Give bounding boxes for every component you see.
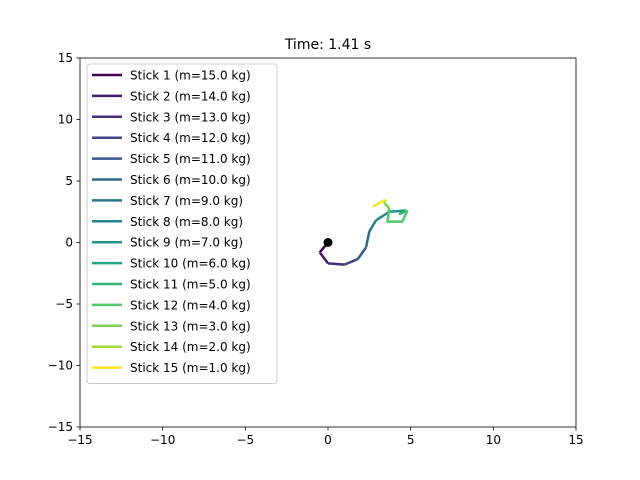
legend-label-stick-6: Stick 6 (m=10.0 kg) [130, 173, 251, 187]
legend-label-stick-13: Stick 13 (m=3.0 kg) [130, 319, 251, 333]
series-line-stick-6 [364, 231, 371, 248]
series-line-stick-8 [375, 210, 390, 222]
x-tick-label: −10 [150, 433, 175, 447]
series-lines [318, 198, 409, 266]
x-tick-label: 0 [324, 433, 332, 447]
y-tick-label: −10 [48, 359, 73, 373]
series-line-stick-2 [318, 251, 330, 265]
pivot-layer [323, 238, 333, 247]
x-tick-label: 5 [407, 433, 415, 447]
legend-label-stick-9: Stick 9 (m=7.0 kg) [130, 236, 243, 250]
legend-label-stick-1: Stick 1 (m=15.0 kg) [130, 69, 251, 83]
legend-label-stick-12: Stick 12 (m=4.0 kg) [130, 298, 251, 312]
y-axis: −15 −10 −5 0 5 10 15 [48, 51, 80, 434]
legend-label-stick-5: Stick 5 (m=11.0 kg) [130, 152, 251, 166]
x-tick-label: −15 [67, 433, 92, 447]
legend: Stick 1 (m=15.0 kg) Stick 2 (m=14.0 kg) St… [86, 63, 278, 384]
legend-label-stick-2: Stick 2 (m=14.0 kg) [130, 89, 251, 103]
legend-label-stick-7: Stick 7 (m=9.0 kg) [130, 194, 243, 208]
legend-label-stick-15: Stick 15 (m=1.0 kg) [130, 361, 251, 375]
y-tick-label: 15 [58, 51, 73, 65]
series-line-stick-13 [383, 202, 391, 209]
legend-label-stick-4: Stick 4 (m=12.0 kg) [130, 131, 251, 145]
chart-title: Time: 1.41 s [284, 37, 371, 53]
series-line-stick-15 [372, 198, 387, 208]
legend-label-stick-10: Stick 10 (m=6.0 kg) [130, 257, 251, 271]
legend-label-stick-14: Stick 14 (m=2.0 kg) [130, 340, 251, 354]
pivot-point [323, 238, 333, 247]
series-line-stick-7 [368, 219, 378, 233]
series-line-stick-12 [386, 207, 409, 223]
series-line-stick-3 [327, 262, 345, 266]
legend-label-stick-11: Stick 11 (m=5.0 kg) [130, 278, 251, 292]
legend-frame [86, 63, 278, 384]
y-tick-label: 0 [65, 236, 73, 250]
y-tick-label: 5 [65, 174, 73, 188]
y-tick-label: −5 [55, 297, 73, 311]
legend-label-stick-3: Stick 3 (m=13.0 kg) [130, 110, 251, 124]
legend-label-stick-8: Stick 8 (m=8.0 kg) [130, 215, 243, 229]
series-line-stick-5 [356, 246, 368, 260]
y-tick-label: −15 [48, 420, 73, 434]
y-tick-label: 10 [58, 113, 73, 127]
series-line-stick-4 [344, 257, 359, 266]
x-tick-label: 10 [486, 433, 501, 447]
x-tick-label: 15 [568, 433, 583, 447]
x-axis: −15 −10 −5 0 5 10 15 [67, 427, 584, 447]
x-tick-label: −5 [236, 433, 254, 447]
